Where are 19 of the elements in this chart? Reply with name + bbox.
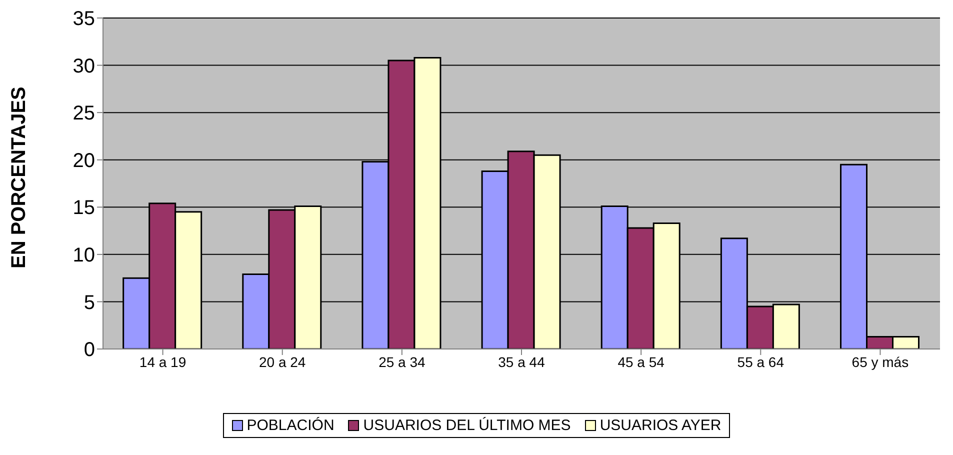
y-tick-label: 10 — [72, 244, 95, 267]
x-tick-label: 65 y más — [852, 354, 909, 370]
legend-label: USUARIOS AYER — [598, 417, 722, 434]
y-tick-label: 15 — [72, 197, 95, 220]
y-tick-label: 35 — [72, 8, 95, 30]
y-tick-label: 5 — [84, 292, 95, 314]
x-tick-label: 55 a 64 — [737, 354, 784, 370]
x-tick-label: 25 a 34 — [378, 354, 426, 370]
x-tick-label: 20 a 24 — [259, 354, 306, 370]
y-tick-label: 0 — [84, 339, 95, 362]
y-tick-label: 25 — [72, 102, 95, 125]
y-tick-label: 20 — [72, 150, 95, 172]
x-tick-label: 14 a 19 — [139, 354, 186, 370]
legend-label: POBLACIÓN — [246, 417, 334, 434]
x-tick-label: 35 a 44 — [498, 354, 546, 370]
legend-label: USUARIOS DEL ÚLTIMO MES — [362, 417, 571, 434]
x-tick-label: 45 a 54 — [618, 354, 665, 370]
y-tick-label: 30 — [72, 55, 95, 78]
y-axis-title: EN PORCENTAJES — [8, 86, 30, 268]
